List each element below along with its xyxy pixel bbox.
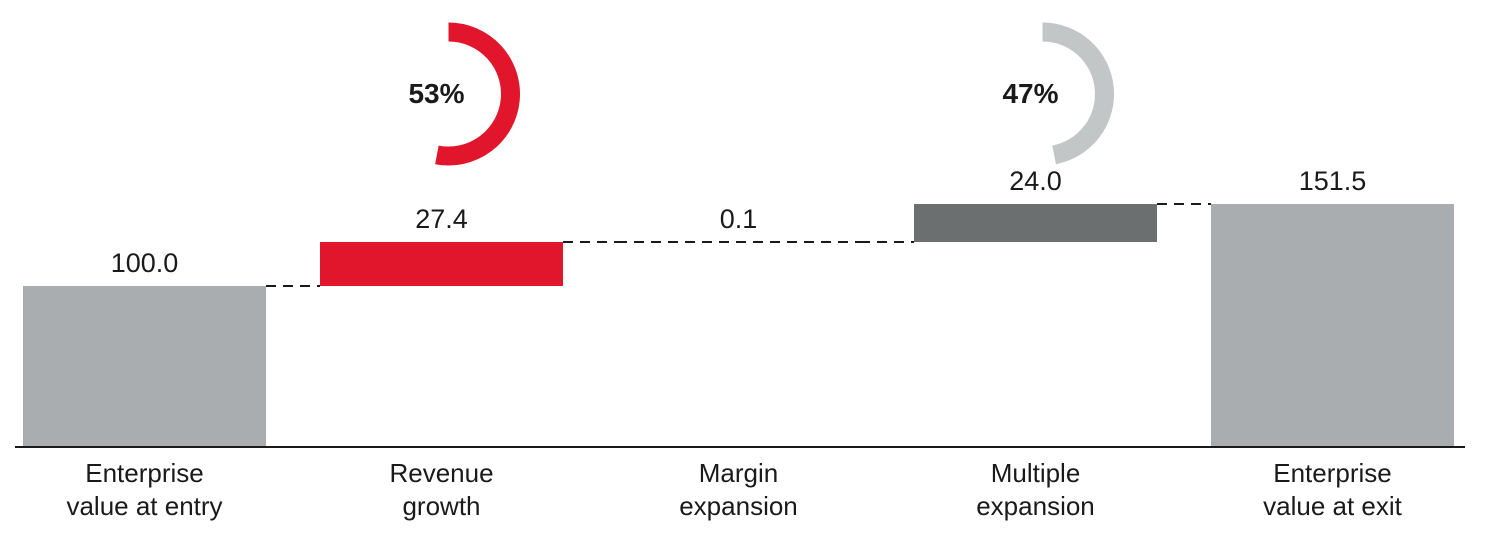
bar-value-label: 0.1 (719, 204, 758, 234)
category-label-line: Enterprise (1273, 458, 1392, 488)
category-label-line: Revenue (389, 458, 494, 488)
category-label-line: value at entry (66, 491, 223, 521)
connector-dashed-line (1157, 202, 1211, 205)
bar-value-label: 24.0 (1009, 165, 1062, 196)
connector-dashed-line (860, 241, 914, 243)
category-label-line: Enterprise (85, 458, 204, 488)
donut-percent-label: 53% (408, 78, 465, 109)
waterfall-bar-4 (1211, 203, 1454, 446)
category-label: Multiple expansion (976, 457, 1095, 523)
category-label-line: growth (402, 491, 481, 521)
donut-percent-label: 47% (1002, 78, 1059, 109)
category-label: Enterprise value at entry (66, 457, 222, 523)
category-label-line: Multiple (990, 458, 1081, 488)
category-label-line: value at exit (1263, 491, 1402, 521)
category-label-line: expansion (679, 491, 798, 521)
category-label: Enterprise value at exit (1263, 457, 1402, 523)
bar-value-label: 151.5 (1298, 165, 1367, 196)
connector-dashed-line (563, 241, 617, 244)
connector-dashed-line (266, 285, 320, 287)
bar-value-label: 27.4 (415, 204, 468, 235)
waterfall-bar-3 (914, 203, 1157, 242)
category-label-line: expansion (976, 491, 1095, 521)
x-axis-line (15, 446, 1465, 448)
bar-value-label: 100.0 (110, 248, 179, 278)
waterfall-bar-1 (320, 242, 563, 286)
waterfall-bar-0 (23, 286, 266, 446)
category-label: Margin expansion (679, 457, 798, 523)
category-label-line: Margin (698, 458, 779, 488)
connector-dashed-line (617, 241, 860, 243)
category-label: Revenue growth (389, 457, 493, 523)
